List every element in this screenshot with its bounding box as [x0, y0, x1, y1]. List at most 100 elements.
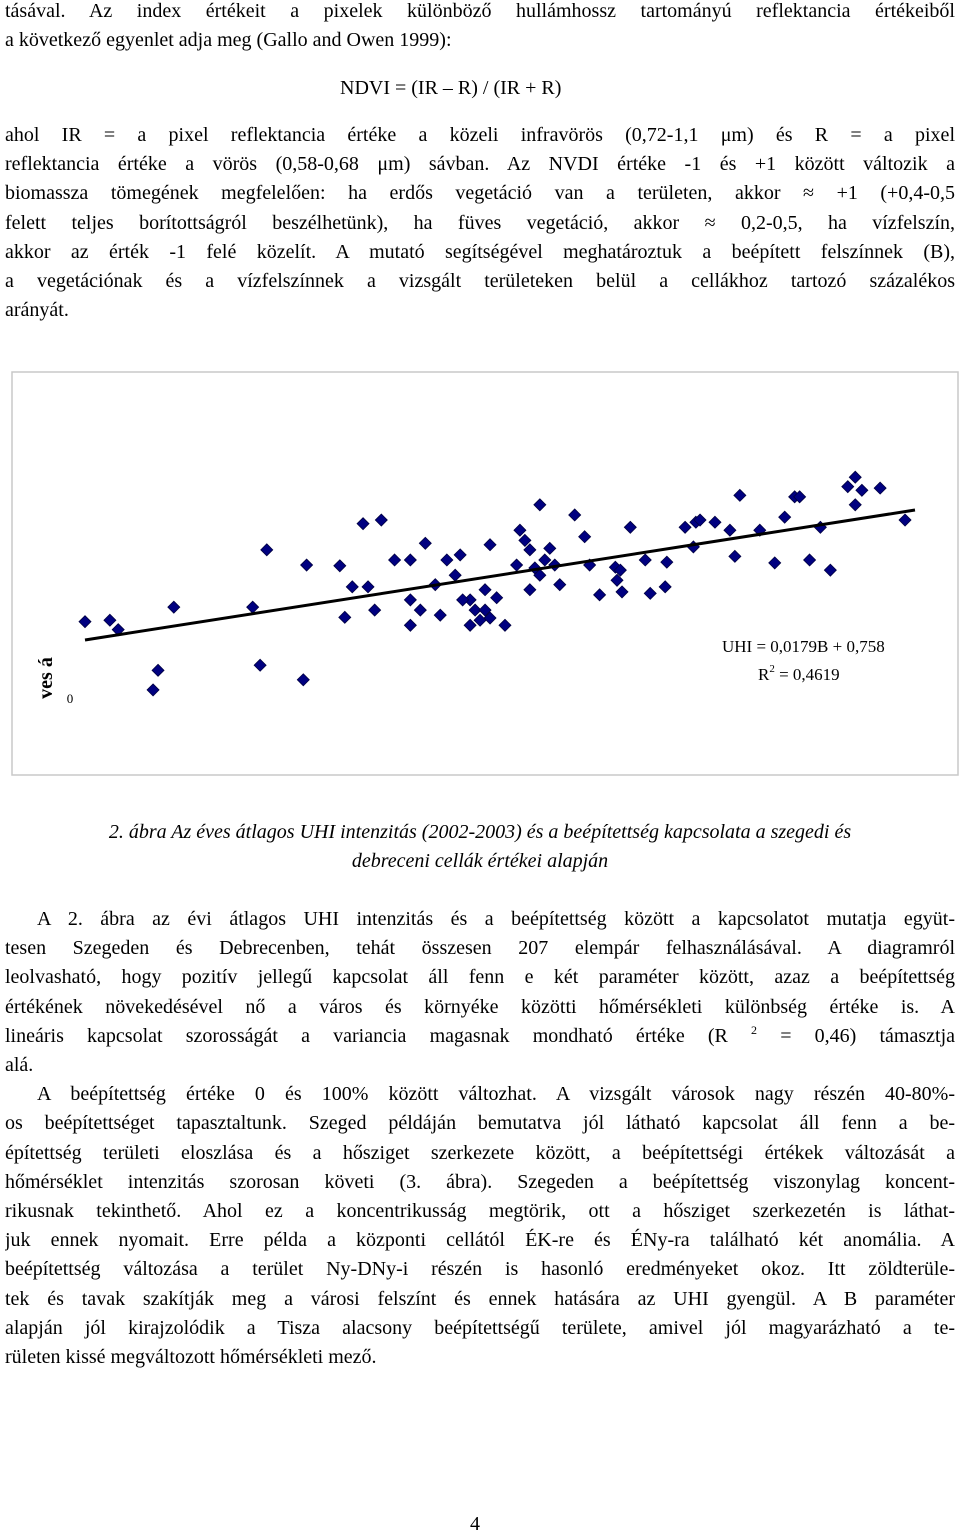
scatter-point [638, 553, 652, 567]
scatter-point [768, 556, 782, 570]
scatter-point [356, 517, 370, 531]
text-line: építettség területi eloszlása és a hőszi… [5, 1141, 955, 1164]
text-line: tesen Szegeden és Debrecenben, tehát öss… [5, 937, 955, 960]
scatter-point [440, 553, 454, 567]
scatter-point [498, 618, 512, 632]
text-line: ahol IR = a pixel reflektancia értéke a … [5, 124, 955, 146]
y-axis-label: ves á [35, 657, 57, 699]
text-line: értékének növekedésével nő a város és kö… [5, 995, 955, 1018]
text-part: R [758, 665, 770, 684]
scatter-point [660, 555, 674, 569]
scatter-point [478, 583, 492, 597]
text-part: = 0,46) támasztja [757, 1024, 955, 1047]
superscript: 2 [769, 663, 775, 675]
scatter-point [246, 600, 260, 614]
scatter-point [361, 580, 375, 594]
text-part: lineáris kapcsolat szorosságát a varianc… [5, 1024, 752, 1047]
text-line: a vegetációnak és a vízfelszínnek a vizs… [5, 270, 955, 293]
scatter-point [403, 553, 417, 567]
annotation: R2 = 0,4619 [758, 663, 840, 684]
text-line: 2. ábra Az éves átlagos UHI intenzitás (… [108, 821, 852, 843]
text-line: debreceni cellák értékei alapján [351, 850, 609, 873]
scatter-point [658, 580, 672, 594]
scatter-point [723, 523, 737, 537]
text-line: reflektancia értéke a vörös (0,58-0,68 μ… [5, 153, 955, 176]
scatter-point [898, 513, 912, 527]
trendline [84, 508, 916, 642]
y-tick-label: 0 [67, 691, 74, 706]
scatter-point [368, 603, 382, 617]
scatter-point [151, 663, 165, 677]
text-line: alá. [5, 1054, 34, 1077]
scatter-point [708, 515, 722, 529]
scatter-point [403, 618, 417, 632]
scatter-point [78, 615, 92, 629]
text-line: tek és tavak szakítják meg a városi fels… [5, 1287, 955, 1310]
scatter-point [483, 538, 497, 552]
text-line: tásával. Az index értékeit a pixelek kül… [5, 0, 955, 22]
scatter-point [803, 553, 817, 567]
scatter-point [848, 498, 862, 512]
scatter-point [456, 593, 470, 607]
scatter-point [778, 510, 792, 524]
text-line: hőmérséklet intenzitás szorosan követi (… [5, 1170, 955, 1193]
scatter-point [333, 559, 347, 573]
scatter-point [478, 603, 492, 617]
scatter-point [403, 593, 417, 607]
text-line: biomassza tömegének megfelelően: ha erdő… [5, 182, 955, 205]
chart-frame [11, 371, 959, 776]
scatter-point [490, 591, 504, 605]
scatter-point [543, 541, 557, 555]
scatter-point [296, 673, 310, 687]
text-line: beépítettség változása a terület Ny-DNy-… [5, 1258, 955, 1281]
text-line: A beépítettség értéke 0 és 100% között v… [37, 1083, 955, 1106]
scatter-point [260, 543, 274, 557]
scatter-point [733, 488, 747, 502]
paragraph: ahol IR = a pixel reflektancia értéke a … [5, 121, 955, 325]
page-number: 4 [470, 1513, 480, 1535]
scatter-point [338, 610, 352, 624]
scatter-point [453, 548, 467, 562]
scatter-point [533, 568, 547, 582]
scatter-point [483, 611, 497, 625]
text-line: rületen kissé megváltozott hőmérsékleti … [5, 1346, 377, 1369]
scatter-point [103, 613, 117, 627]
scatter-point [513, 523, 527, 537]
scatter-point [615, 585, 629, 599]
scatter-point [473, 613, 487, 627]
chart: 0 ves á UHI = 0,0179B + 0,758 R2 = 0,4619 [11, 371, 959, 776]
text-part: = 0,4619 [775, 665, 840, 684]
scatter-point [433, 608, 447, 622]
text-line: leolvasható, hogy pozitív jellegű kapcso… [5, 966, 955, 989]
text-line: os beépítettséget tapasztaltunk. Szeged … [5, 1112, 955, 1135]
equation: NDVI = (IR – R) / (IR + R) [340, 77, 562, 99]
figure-caption: 2. ábra Az éves átlagos UHI intenzitás (… [5, 818, 955, 876]
scatter-point [568, 508, 582, 522]
scatter-point [643, 586, 657, 600]
scatter-point [593, 588, 607, 602]
scatter-point [146, 683, 160, 697]
scatter-point [418, 536, 432, 550]
scatter-point [793, 490, 807, 504]
scatter-point [345, 580, 359, 594]
scatter-point [678, 520, 692, 534]
scatter-point [518, 533, 532, 547]
text-line: a következő egyenlet adja meg (Gallo and… [5, 29, 452, 52]
scatter-point [848, 470, 862, 484]
scatter-point [693, 513, 707, 527]
text-line: juk ennek nyomait. Erre példa a központi… [5, 1229, 955, 1252]
scatter-point [613, 563, 627, 577]
scatter-point [388, 553, 402, 567]
scatter-point [167, 600, 181, 614]
intro-paragraph: tásával. Az index értékeit a pixelek kül… [5, 0, 955, 55]
scatter-point [533, 498, 547, 512]
text-line: akkor az érték -1 felé közelít. A mutató… [5, 240, 955, 263]
scatter-point [523, 543, 537, 557]
scatter-point [463, 618, 477, 632]
body-text: A 2. ábra az évi átlagos UHI intenzitás … [5, 905, 955, 1372]
scatter-point [413, 603, 427, 617]
annotation: UHI = 0,0179B + 0,758 [722, 637, 885, 656]
scatter-point [855, 483, 869, 497]
text-line: A 2. ábra az évi átlagos UHI intenzitás … [37, 908, 955, 930]
